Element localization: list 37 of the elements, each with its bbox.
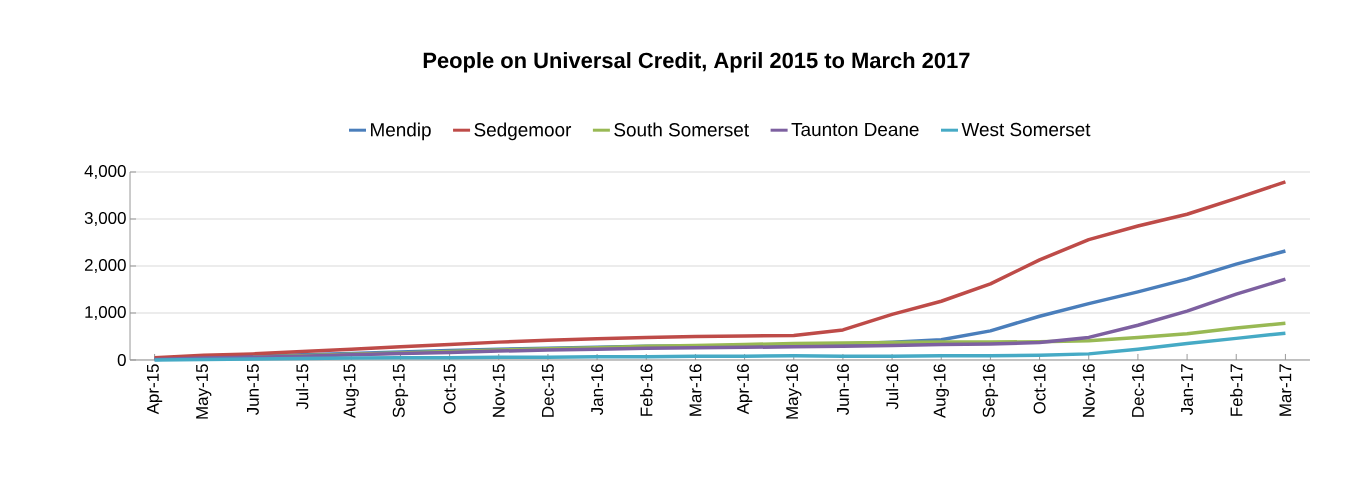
x-tick-label: Nov-15 — [492, 364, 505, 417]
line-series — [152, 331, 1288, 362]
legend-label: South Somerset — [614, 122, 749, 137]
chart-title: People on Universal Credit, April 2015 to March 2017 — [423, 52, 970, 73]
x-tick-label: Sep-16 — [982, 364, 999, 418]
x-tick-label: Apr-16 — [736, 364, 753, 415]
x-tick-label: Jan-17 — [1181, 364, 1193, 416]
line-series — [152, 180, 1288, 360]
y-tick-label: 4,000 — [84, 164, 126, 179]
x-tick-label: Oct-15 — [443, 364, 456, 414]
x-tick-label: Apr-15 — [147, 364, 163, 415]
x-tick-label: Oct-16 — [1033, 364, 1046, 414]
x-tick-label: Nov-16 — [1082, 364, 1095, 417]
legend-label: Taunton Deane — [791, 122, 919, 137]
x-tick-label: Mar-17 — [1279, 364, 1292, 416]
x-tick-label: Jul-16 — [885, 364, 899, 410]
x-tick-label: Feb-17 — [1230, 364, 1243, 416]
x-tick-label: Mar-16 — [689, 364, 702, 416]
legend-label: Mendip — [371, 122, 431, 141]
x-tick-label: May-15 — [196, 364, 212, 419]
x-tick-label: Dec-15 — [542, 364, 554, 417]
x-tick-label: May-16 — [786, 364, 802, 419]
y-tick-label: 0 — [117, 353, 126, 366]
x-tick-label: Jul-15 — [295, 364, 309, 410]
x-tick-label: Sep-15 — [392, 364, 409, 418]
x-tick-label: Aug-16 — [933, 364, 949, 419]
x-tick-label: Jun-16 — [836, 364, 849, 416]
y-tick-label: 3,000 — [84, 211, 126, 226]
x-tick-label: Jun-15 — [247, 364, 259, 416]
legend-label: West Somerset — [961, 122, 1091, 137]
x-tick-label: Jan-16 — [591, 364, 604, 416]
legend-label: Sedgemoor — [474, 122, 572, 141]
x-tick-label: Feb-16 — [640, 364, 653, 416]
x-tick-label: Aug-15 — [343, 364, 359, 419]
y-tick-label: 1,000 — [85, 305, 126, 320]
x-tick-label: Dec-16 — [1131, 364, 1144, 417]
y-tick-label: 2,000 — [84, 258, 126, 273]
